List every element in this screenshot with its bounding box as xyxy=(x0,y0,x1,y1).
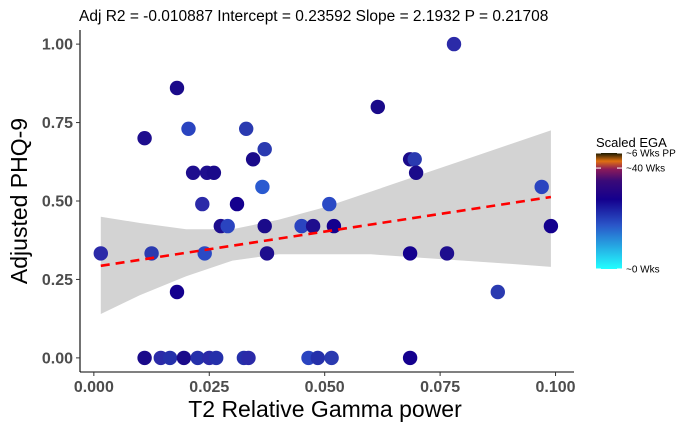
data-point xyxy=(137,131,152,146)
data-point xyxy=(93,246,109,261)
y-tick-label: 0.75 xyxy=(42,115,73,132)
data-point xyxy=(543,218,559,234)
data-point xyxy=(439,246,455,261)
y-tick-label: 0.00 xyxy=(42,350,73,367)
legend-label: ~40 Wks xyxy=(626,164,665,175)
plot-area xyxy=(93,36,559,366)
data-point xyxy=(370,99,385,115)
y-tick-label: 1.00 xyxy=(42,37,73,54)
data-point xyxy=(324,350,339,366)
data-point xyxy=(144,246,159,261)
legend-ticks: ~6 Wks PP ~40 Wks ~0 Wks xyxy=(596,149,676,276)
x-tick-label: 0.075 xyxy=(420,379,460,396)
y-tick-label: 0.50 xyxy=(42,194,73,211)
data-point xyxy=(408,165,424,180)
y-axis-title: Adjusted PHQ-9 xyxy=(6,118,32,284)
y-axis-ticks: 0.00 0.25 0.50 0.75 1.00 xyxy=(42,37,80,367)
data-point xyxy=(162,350,178,366)
data-point xyxy=(402,350,418,366)
regression-line xyxy=(100,195,552,268)
data-point xyxy=(402,246,418,261)
data-point xyxy=(257,142,272,157)
data-point xyxy=(534,179,549,195)
points-layer xyxy=(93,36,559,366)
chart-title: Adj R2 = -0.010887 Intercept = 0.23592 S… xyxy=(79,8,548,25)
data-point xyxy=(181,121,196,136)
data-point xyxy=(169,284,185,300)
data-point xyxy=(176,350,192,366)
legend-label: ~0 Wks xyxy=(626,265,660,276)
x-axis-ticks: 0.000 0.025 0.050 0.075 0.100 xyxy=(74,372,576,396)
data-point xyxy=(190,350,205,366)
data-point xyxy=(305,218,321,234)
x-tick-label: 0.000 xyxy=(74,379,114,396)
data-point xyxy=(255,179,270,195)
data-point xyxy=(490,284,505,300)
data-point xyxy=(245,152,261,167)
data-point xyxy=(137,350,152,366)
data-point xyxy=(195,196,210,212)
y-tick-label: 0.25 xyxy=(42,272,73,289)
data-point xyxy=(322,196,337,212)
x-tick-label: 0.050 xyxy=(305,379,345,396)
x-tick-label: 0.100 xyxy=(536,379,576,396)
axes: 0.000 0.025 0.050 0.075 0.100 0.000.250.500.… xyxy=(42,30,576,396)
data-point xyxy=(239,121,254,136)
data-point xyxy=(229,196,245,212)
data-point xyxy=(294,218,309,234)
legend-colorbar xyxy=(596,153,622,269)
data-point xyxy=(257,218,272,234)
data-point xyxy=(259,246,275,261)
data-point xyxy=(206,165,222,180)
data-point xyxy=(169,80,185,96)
legend: Scaled EGA ~6 Wks PP ~40 Wks ~0 Wks xyxy=(596,135,676,276)
data-point xyxy=(220,218,235,234)
data-point xyxy=(310,350,325,366)
data-point xyxy=(407,152,422,167)
data-point xyxy=(446,36,462,52)
data-point xyxy=(185,165,201,180)
legend-label: ~6 Wks PP xyxy=(626,149,676,160)
data-point xyxy=(209,350,224,366)
confidence-band xyxy=(100,130,551,314)
x-axis-title: T2 Relative Gamma power xyxy=(188,396,462,422)
legend-title: Scaled EGA xyxy=(596,135,667,150)
data-point xyxy=(241,350,256,366)
x-tick-label: 0.025 xyxy=(189,379,229,396)
